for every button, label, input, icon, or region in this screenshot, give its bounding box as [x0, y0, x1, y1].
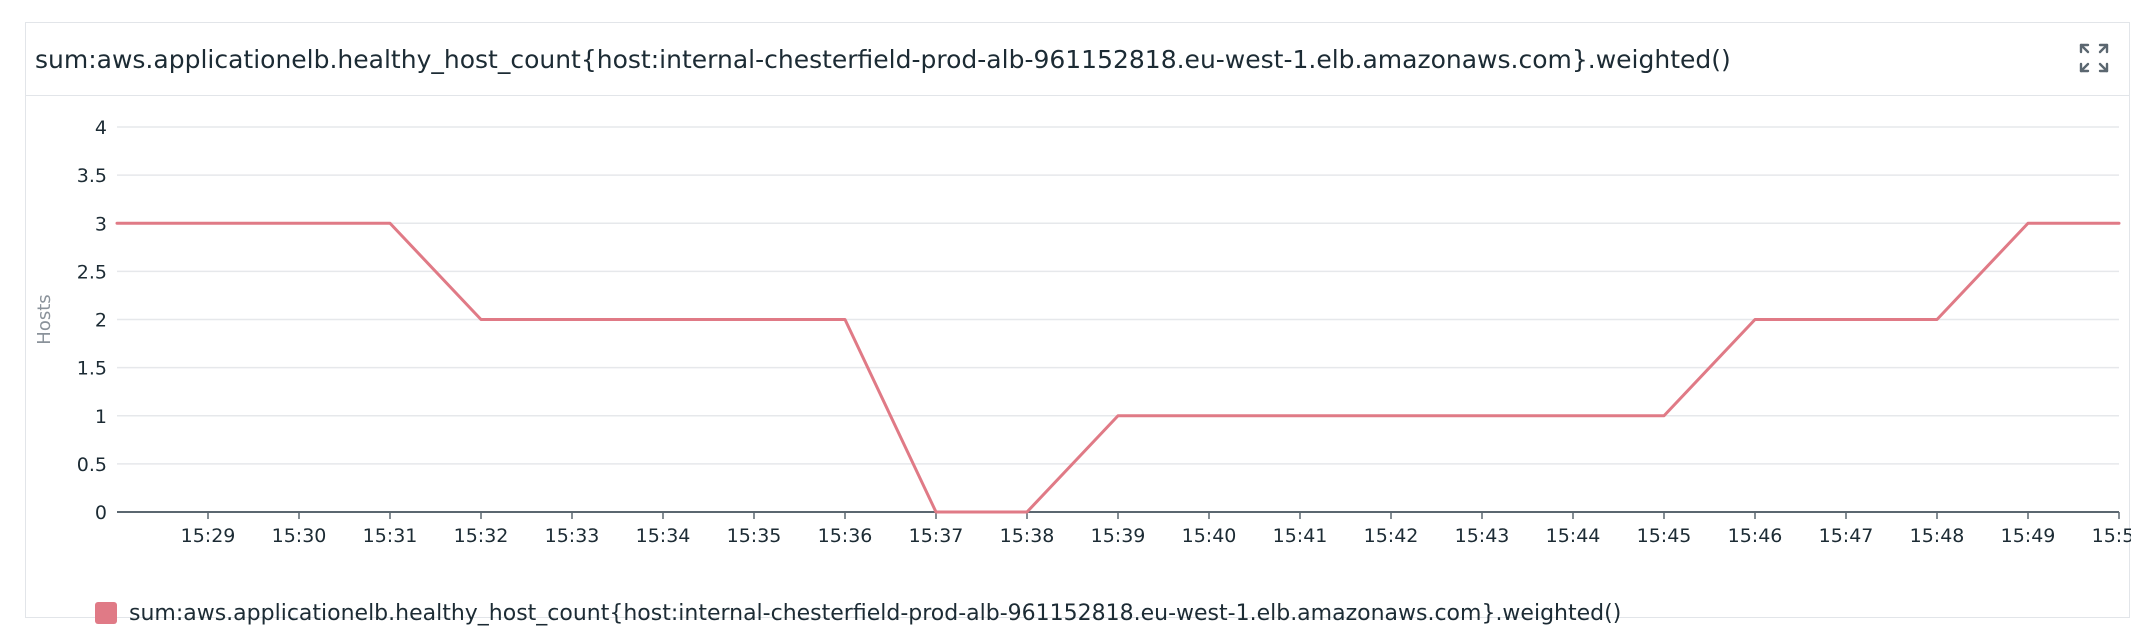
legend-swatch	[95, 602, 117, 624]
widget-header: sum:aws.applicationelb.healthy_host_coun…	[26, 23, 2129, 96]
x-tick-label: 15:41	[1273, 525, 1328, 547]
x-tick-label: 15:48	[1910, 525, 1965, 547]
y-axis-label: Hosts	[34, 294, 55, 344]
x-tick-label: 15:46	[1728, 525, 1783, 547]
x-tick-label: 15:43	[1455, 525, 1510, 547]
y-tick-label: 0.5	[77, 454, 107, 476]
legend: sum:aws.applicationelb.healthy_host_coun…	[95, 598, 1621, 628]
timeseries-widget: sum:aws.applicationelb.healthy_host_coun…	[25, 22, 2131, 626]
x-tick-label: 15:36	[818, 525, 873, 547]
y-tick-label: 3	[95, 213, 107, 235]
x-tick-label: 15:32	[454, 525, 509, 547]
x-tick-label: 15:50	[2092, 525, 2131, 547]
widget-title: sum:aws.applicationelb.healthy_host_coun…	[35, 45, 1731, 74]
expand-icon[interactable]	[2077, 41, 2111, 75]
y-tick-label: 1.5	[77, 358, 107, 380]
x-tick-label: 15:29	[181, 525, 236, 547]
x-tick-label: 15:30	[272, 525, 327, 547]
x-tick-label: 15:33	[545, 525, 600, 547]
x-tick-label: 15:37	[909, 525, 964, 547]
y-tick-label: 4	[95, 117, 107, 139]
y-tick-label: 2	[95, 310, 107, 332]
x-tick-label: 15:38	[1000, 525, 1055, 547]
y-tick-label: 0	[95, 502, 107, 524]
x-tick-label: 15:49	[2001, 525, 2056, 547]
x-tick-label: 15:34	[636, 525, 691, 547]
y-tick-label: 3.5	[77, 165, 107, 187]
y-tick-label: 2.5	[77, 261, 107, 283]
x-tick-label: 15:35	[727, 525, 782, 547]
x-tick-label: 15:44	[1546, 525, 1601, 547]
x-tick-label: 15:39	[1091, 525, 1146, 547]
x-tick-label: 15:42	[1364, 525, 1419, 547]
series-line	[115, 221, 2121, 514]
x-tick-label: 15:40	[1182, 525, 1237, 547]
legend-label[interactable]: sum:aws.applicationelb.healthy_host_coun…	[129, 600, 1622, 626]
line-chart: 0 0.5 1 1.5 2 2.5 3 3.5 4 Hosts 15:29 15:30 15:31 15:…	[34, 117, 2131, 547]
x-tick-label: 15:47	[1819, 525, 1874, 547]
y-tick-label: 1	[95, 406, 107, 428]
x-tick-label: 15:31	[363, 525, 418, 547]
x-tick-label: 15:45	[1637, 525, 1692, 547]
